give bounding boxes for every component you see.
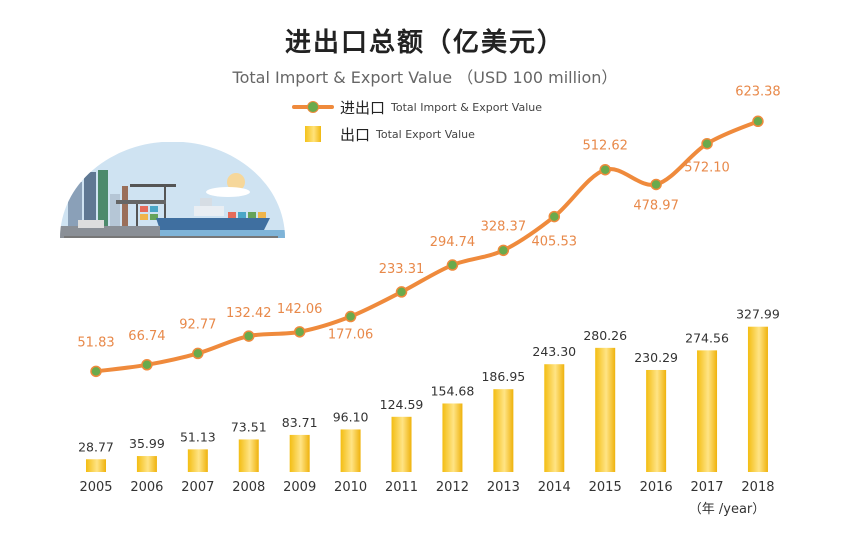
x-tick-2016: 2016	[640, 480, 673, 495]
x-tick-2008: 2008	[232, 480, 265, 495]
export-bar-label-2017: 274.56	[685, 330, 729, 345]
total-line-point-2010	[344, 310, 357, 323]
total-line-label-2016: 478.97	[633, 198, 679, 213]
total-line-label-2015: 512.62	[582, 139, 628, 154]
export-bar-2006	[136, 456, 157, 472]
chart-subtitle: Total Import & Export Value （USD 100 mil…	[232, 68, 618, 87]
export-bar-2008	[238, 439, 259, 472]
export-bar-2010	[340, 429, 361, 472]
total-line-point-2005	[90, 365, 102, 378]
total-line-point-2012	[446, 259, 459, 271]
total-line-path	[94, 119, 760, 374]
x-tick-2013: 2013	[487, 480, 520, 495]
total-line-point-2016	[650, 178, 662, 191]
export-bar-2016	[646, 369, 667, 472]
export-bar-label-2008: 73.51	[231, 419, 267, 434]
legend-bar-swatch	[305, 126, 321, 142]
x-tick-2014: 2014	[538, 480, 571, 495]
total-line-label-2018: 623.38	[735, 84, 781, 99]
x-tick-2012: 2012	[436, 480, 469, 495]
x-tick-2011: 2011	[385, 480, 418, 495]
total-line-label-2012: 294.74	[430, 235, 476, 250]
total-line-point-2006	[141, 359, 153, 371]
total-line-label-2005: 51.83	[77, 335, 114, 350]
export-bar-label-2006: 35.99	[129, 436, 165, 451]
export-bar-2015	[595, 347, 616, 472]
total-line-label-2007: 92.77	[179, 317, 216, 332]
chart-title: 进出口总额（亿美元）	[284, 28, 565, 58]
x-axis-unit-label: （年 /year）	[689, 502, 766, 517]
export-bar-2018	[747, 326, 768, 472]
legend-export-en: Total Export Value	[376, 127, 475, 141]
port-illustration	[60, 142, 285, 238]
legend-export-cn: 出口	[340, 125, 371, 144]
export-bar-2011	[391, 416, 412, 472]
legend-item-total: 进出口 Total Import & Export Value	[292, 97, 542, 117]
export-bar-label-2009: 83.71	[282, 415, 318, 430]
export-bar-2013	[493, 389, 514, 472]
x-tick-2017: 2017	[690, 480, 723, 495]
total-line-point-2017	[701, 137, 713, 150]
export-bar-label-2016: 230.29	[634, 350, 678, 365]
x-tick-2015: 2015	[589, 480, 622, 495]
legend-line-swatch	[292, 97, 334, 117]
total-line-label-2011: 233.31	[379, 262, 425, 277]
export-bar-2014	[544, 364, 565, 472]
total-line-point-2014	[548, 210, 561, 223]
total-line-series	[90, 115, 764, 378]
total-line-labels: 51.83 66.74 92.77 132.42 142.06 177.06 233.31 2…	[77, 84, 780, 350]
total-line-point-2007	[192, 347, 204, 360]
export-bar-2012	[442, 403, 463, 472]
total-line-point-2009	[293, 326, 306, 338]
export-bars	[86, 326, 768, 472]
total-line-point-2011	[395, 286, 408, 298]
export-bar-2005	[86, 459, 106, 472]
total-line-point-2015	[599, 163, 611, 176]
export-bar-label-2010: 96.10	[333, 409, 369, 424]
x-tick-2018: 2018	[741, 480, 774, 495]
x-tick-2010: 2010	[334, 480, 367, 495]
total-line-point-2018	[752, 115, 764, 128]
export-bar-label-2014: 243.30	[532, 344, 576, 359]
export-bar-2017	[697, 350, 718, 472]
total-line-label-2017: 572.10	[684, 161, 730, 176]
x-tick-2009: 2009	[283, 480, 316, 495]
legend-total-en: Total Import & Export Value	[391, 100, 542, 114]
export-bar-label-2005: 28.77	[78, 439, 114, 454]
x-axis-ticks: 2005 2006 2007 2008 2009 2010 2011 2012 2013 2014…	[79, 480, 774, 495]
export-bar-label-2015: 280.26	[583, 328, 627, 343]
total-line-label-2008: 132.42	[226, 306, 272, 321]
export-bar-2009	[289, 434, 310, 472]
total-line-label-2006: 66.74	[128, 329, 165, 344]
export-bar-label-2018: 327.99	[736, 307, 780, 322]
total-line-label-2013: 328.37	[481, 219, 527, 234]
total-line-point-2013	[497, 244, 510, 257]
total-line-point-2008	[243, 330, 255, 342]
total-line-label-2009: 142.06	[277, 302, 323, 317]
export-bar-label-2012: 154.68	[431, 383, 475, 398]
export-bar-label-2013: 186.95	[481, 369, 525, 384]
export-bar-label-2007: 51.13	[180, 429, 216, 444]
x-tick-2006: 2006	[130, 480, 163, 495]
total-line-label-2014: 405.53	[532, 235, 578, 250]
export-bar-label-2011: 124.59	[380, 397, 424, 412]
legend-item-export: 出口 Total Export Value	[292, 124, 475, 144]
x-tick-2007: 2007	[181, 480, 214, 495]
export-bar-labels: 28.77 35.99 51.13 73.51 83.71 96.10 124.59 154.…	[78, 307, 780, 455]
legend-total-cn: 进出口	[340, 98, 386, 117]
export-bar-2007	[187, 449, 208, 472]
total-line-label-2010: 177.06	[328, 328, 374, 343]
x-tick-2005: 2005	[79, 480, 112, 495]
